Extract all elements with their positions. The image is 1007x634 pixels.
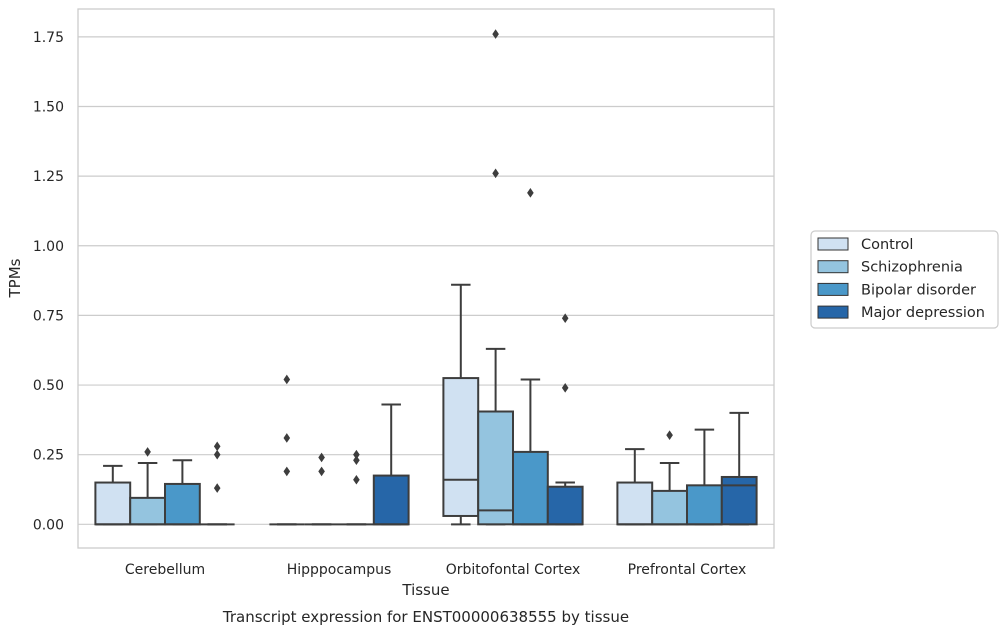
outlier-point <box>353 474 360 485</box>
box-group <box>304 452 339 526</box>
outlier-point <box>144 447 151 457</box>
box-group <box>164 459 201 526</box>
outlier-point <box>561 383 569 393</box>
box <box>546 485 584 526</box>
y-axis-ticks: 0.00 0.25 0.50 0.75 1.00 1.25 1.50 1.75 <box>33 30 64 533</box>
outlier-point <box>213 449 221 460</box>
outlier-point <box>283 466 291 477</box>
outlier-point <box>213 483 221 493</box>
legend-label: Schizophrenia <box>861 260 963 276</box>
box-group <box>269 374 305 526</box>
outlier-point <box>318 452 325 463</box>
legend-frame <box>810 230 999 329</box>
box-group <box>512 188 549 526</box>
outlier-point <box>318 466 325 477</box>
outlier-point <box>283 433 291 443</box>
x-tick-label: Cerebellum <box>125 562 205 578</box>
y-tick-label: 0.50 <box>33 378 64 394</box>
box <box>512 450 549 526</box>
y-tick-label: 1.75 <box>33 30 64 46</box>
box-group <box>477 29 515 526</box>
box-group <box>720 411 758 526</box>
box <box>94 481 132 526</box>
y-tick-label: 0.00 <box>33 517 64 533</box>
outlier-point <box>561 313 569 323</box>
outlier-point <box>527 188 534 198</box>
box-group <box>686 428 723 526</box>
x-tick-label: Prefrontal Cortex <box>628 562 747 578</box>
x-tick-label: Orbitofontal Cortex <box>446 562 581 578</box>
y-tick-label: 0.75 <box>33 308 64 324</box>
legend-swatch <box>817 237 849 251</box>
box <box>372 474 410 526</box>
box-group <box>372 403 410 526</box>
outlier-point <box>492 168 499 179</box>
legend-swatch <box>817 282 849 296</box>
box-group <box>129 447 166 526</box>
box <box>129 496 166 526</box>
box <box>477 410 515 526</box>
y-tick-label: 1.00 <box>33 239 64 255</box>
legend-label: Bipolar disorder <box>861 282 976 298</box>
box <box>720 475 758 526</box>
box-group <box>616 448 654 526</box>
legend-label: Major depression <box>861 305 985 321</box>
box-group <box>339 449 374 526</box>
outlier-point <box>283 374 291 385</box>
outlier-point <box>353 455 360 466</box>
y-tick-label: 1.50 <box>33 99 64 115</box>
chart-caption: Transcript expression for ENST0000063855… <box>222 608 629 626</box>
outlier-point <box>666 430 673 440</box>
legend-swatch <box>817 260 849 274</box>
outlier-point <box>353 449 360 460</box>
x-axis-ticks: Cerebellum Hipppocampus Orbitofontal Corte… <box>125 562 746 578</box>
x-axis-label: Tissue <box>401 581 449 599</box>
outlier-point <box>492 29 499 39</box>
box <box>164 482 201 526</box>
x-tick-label: Hipppocampus <box>287 562 392 578</box>
legend-swatch <box>817 305 849 319</box>
box <box>442 377 480 517</box>
y-tick-label: 0.25 <box>33 448 64 464</box>
legend-label: Control <box>861 237 913 253</box>
box-group <box>442 283 480 526</box>
box-group <box>546 313 584 526</box>
box <box>686 484 723 526</box>
y-tick-label: 1.25 <box>33 169 64 185</box>
y-axis-label: TPMs <box>6 258 24 298</box>
plot-frame <box>77 8 775 549</box>
legend: Control Schizophrenia Bipolar disorder Majo… <box>810 230 999 329</box>
box-series <box>94 29 758 526</box>
box <box>616 481 654 526</box>
box <box>651 489 689 526</box>
box-group <box>199 441 235 526</box>
outlier-point <box>213 441 221 452</box>
